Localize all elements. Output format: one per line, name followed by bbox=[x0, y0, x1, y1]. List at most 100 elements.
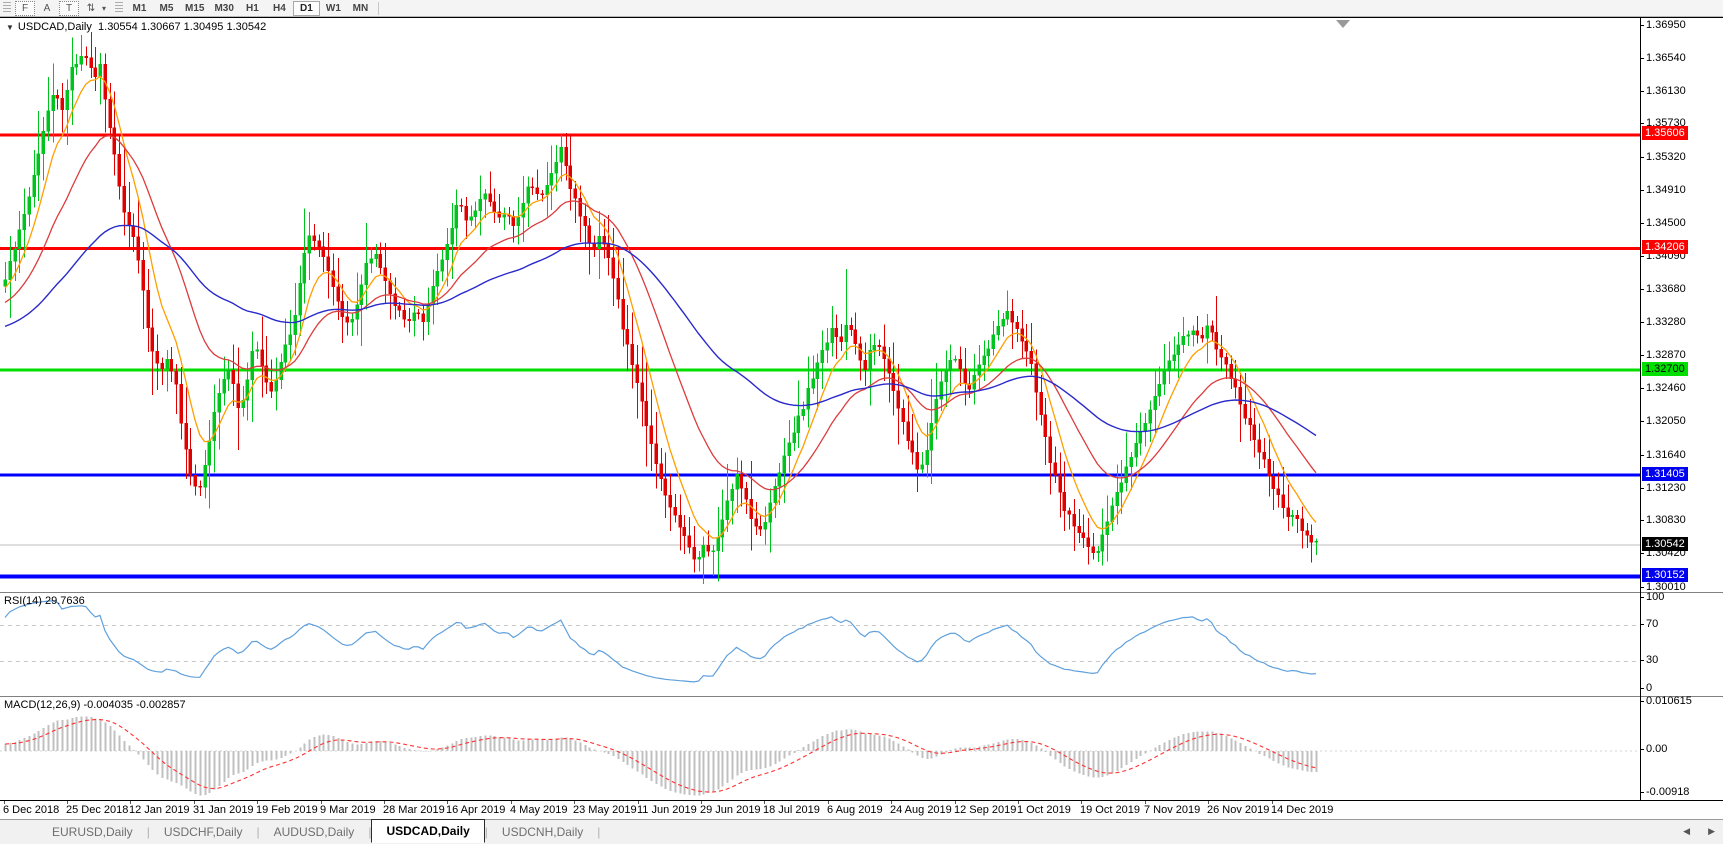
ohlc-values: 1.30554 1.30667 1.30495 1.30542 bbox=[98, 21, 267, 33]
rsi-tick-label: 70 bbox=[1646, 618, 1659, 630]
ma-mid-line bbox=[4, 135, 1317, 491]
price-tick-mark bbox=[1640, 322, 1644, 323]
rsi-pane[interactable] bbox=[0, 592, 1723, 693]
price-tag-label: 1.34206 bbox=[1642, 240, 1688, 254]
price-tick-label: 1.36540 bbox=[1646, 52, 1686, 64]
macd-tick-label: 0.00 bbox=[1646, 743, 1668, 755]
date-tick-mark bbox=[511, 801, 512, 804]
timeframe-button-m1[interactable]: M1 bbox=[132, 2, 147, 14]
date-label: 16 Apr 2019 bbox=[446, 804, 506, 816]
macd-tick-label: -0.00918 bbox=[1646, 786, 1690, 798]
price-tick-label: 1.36130 bbox=[1646, 85, 1686, 97]
price-tag-label: 1.31405 bbox=[1642, 467, 1688, 481]
tab-separator: | bbox=[597, 825, 601, 839]
tab-scroll-left-icon[interactable]: ◀ bbox=[1683, 826, 1691, 836]
tab-separator: | bbox=[368, 825, 372, 839]
timeframe-button-d1[interactable]: D1 bbox=[292, 0, 320, 16]
price-tick-label: 1.32870 bbox=[1646, 349, 1686, 361]
date-tick-mark bbox=[701, 801, 702, 804]
rsi-tick-mark bbox=[1640, 688, 1644, 689]
toolbar-grip[interactable] bbox=[115, 2, 123, 14]
date-tick-mark bbox=[447, 801, 448, 804]
price-tick-label: 1.34500 bbox=[1646, 217, 1686, 229]
text-label-a-icon[interactable]: A bbox=[43, 2, 51, 14]
date-tick-mark bbox=[955, 801, 956, 804]
timeframe-button-mn[interactable]: MN bbox=[352, 2, 369, 14]
price-tick-mark bbox=[1640, 25, 1644, 26]
ma-fast-line bbox=[4, 75, 1317, 539]
date-tick-mark bbox=[194, 801, 195, 804]
price-tick-mark bbox=[1640, 421, 1644, 422]
chart-shift-marker-icon[interactable] bbox=[1336, 20, 1350, 28]
rsi-tick-label: 0 bbox=[1646, 682, 1653, 694]
price-tick-label: 1.30830 bbox=[1646, 514, 1686, 526]
candlestick-chart[interactable] bbox=[0, 18, 1640, 592]
date-tick-mark bbox=[1208, 801, 1209, 804]
macd-tick-mark bbox=[1640, 792, 1644, 793]
price-tag-label: 1.35606 bbox=[1642, 126, 1688, 140]
frame-f-icon[interactable]: F bbox=[15, 0, 35, 16]
price-tick-label: 1.32460 bbox=[1646, 382, 1686, 394]
tab-eurusd[interactable]: EURUSD,Daily bbox=[52, 825, 133, 839]
timeframe-button-h4[interactable]: H4 bbox=[273, 2, 286, 14]
date-label: 29 Jun 2019 bbox=[700, 804, 761, 816]
macd-pane[interactable] bbox=[0, 696, 1723, 800]
text-tool-t-icon[interactable]: T bbox=[59, 0, 79, 16]
date-label: 19 Feb 2019 bbox=[256, 804, 318, 816]
tab-audusd[interactable]: AUDUSD,Daily bbox=[273, 825, 355, 839]
price-pane[interactable] bbox=[0, 17, 1723, 592]
rsi-chart[interactable] bbox=[0, 593, 1640, 693]
tab-usdcnh[interactable]: USDCNH,Daily bbox=[501, 825, 584, 839]
date-tick-mark bbox=[891, 801, 892, 804]
timeframe-button-m30[interactable]: M30 bbox=[214, 2, 234, 14]
tab-usdchf[interactable]: USDCHF,Daily bbox=[163, 825, 243, 839]
date-label: 14 Dec 2019 bbox=[1271, 804, 1334, 816]
timeframe-button-h1[interactable]: H1 bbox=[246, 2, 259, 14]
macd-chart[interactable] bbox=[0, 697, 1640, 800]
date-tick-mark bbox=[1081, 801, 1082, 804]
date-tick-mark bbox=[828, 801, 829, 804]
timeframe-button-m5[interactable]: M5 bbox=[159, 2, 174, 14]
price-tick-mark bbox=[1640, 520, 1644, 521]
dropdown-caret-icon[interactable]: ▾ bbox=[102, 3, 107, 13]
price-tick-mark bbox=[1640, 190, 1644, 191]
date-tick-mark bbox=[764, 801, 765, 804]
date-label: 23 May 2019 bbox=[573, 804, 637, 816]
candles-layer bbox=[3, 31, 1318, 584]
date-axis[interactable]: 6 Dec 2018 25 Dec 2018 12 Jan 2019 31 Jan 2… bbox=[0, 800, 1723, 819]
date-label: 26 Nov 2019 bbox=[1207, 804, 1270, 816]
timeframe-buttons: M1 M5 M15 M30 H1 H4 D1 W1 MN bbox=[126, 0, 374, 16]
toolbar-grip[interactable] bbox=[3, 2, 11, 14]
price-tick-mark bbox=[1640, 157, 1644, 158]
date-label: 24 Aug 2019 bbox=[890, 804, 952, 816]
price-tick-mark bbox=[1640, 289, 1644, 290]
price-tag-label: 1.30542 bbox=[1642, 537, 1688, 551]
timeframe-button-w1[interactable]: W1 bbox=[325, 2, 341, 14]
tab-usdcad[interactable]: USDCAD,Daily bbox=[371, 819, 485, 843]
price-tick-mark bbox=[1640, 355, 1644, 356]
symbol-tabbar: EURUSD,Daily | USDCHF,Daily | AUDUSD,Daily | U… bbox=[0, 819, 1723, 844]
price-tick-label: 1.35320 bbox=[1646, 151, 1686, 163]
tab-scroll-right-icon[interactable]: ▶ bbox=[1708, 826, 1715, 836]
date-label: 4 May 2019 bbox=[510, 804, 568, 816]
ma-slow-line bbox=[4, 224, 1317, 437]
price-tick-mark bbox=[1640, 388, 1644, 389]
rsi-tick-label: 30 bbox=[1646, 654, 1659, 666]
macd-tick-mark bbox=[1640, 701, 1644, 702]
price-tick-label: 1.33680 bbox=[1646, 283, 1686, 295]
date-tick-mark bbox=[130, 801, 131, 804]
macd-tick-mark bbox=[1640, 749, 1644, 750]
date-tick-mark bbox=[1272, 801, 1273, 804]
chart-title: ▼ USDCAD,Daily 1.30554 1.30667 1.30495 1.… bbox=[6, 21, 266, 33]
date-label: 25 Dec 2018 bbox=[66, 804, 129, 816]
rsi-line bbox=[4, 600, 1317, 683]
timeframe-button-m15[interactable]: M15 bbox=[185, 2, 205, 14]
arrange-arrows-icon[interactable]: ⇅ bbox=[86, 2, 96, 14]
date-label: 6 Dec 2018 bbox=[3, 804, 60, 816]
macd-tick-label: 0.010615 bbox=[1646, 695, 1692, 707]
date-label: 18 Jul 2019 bbox=[763, 804, 820, 816]
rsi-tick-mark bbox=[1640, 624, 1644, 625]
rsi-tick-mark bbox=[1640, 597, 1644, 598]
collapse-arrow-icon[interactable]: ▼ bbox=[6, 23, 14, 32]
